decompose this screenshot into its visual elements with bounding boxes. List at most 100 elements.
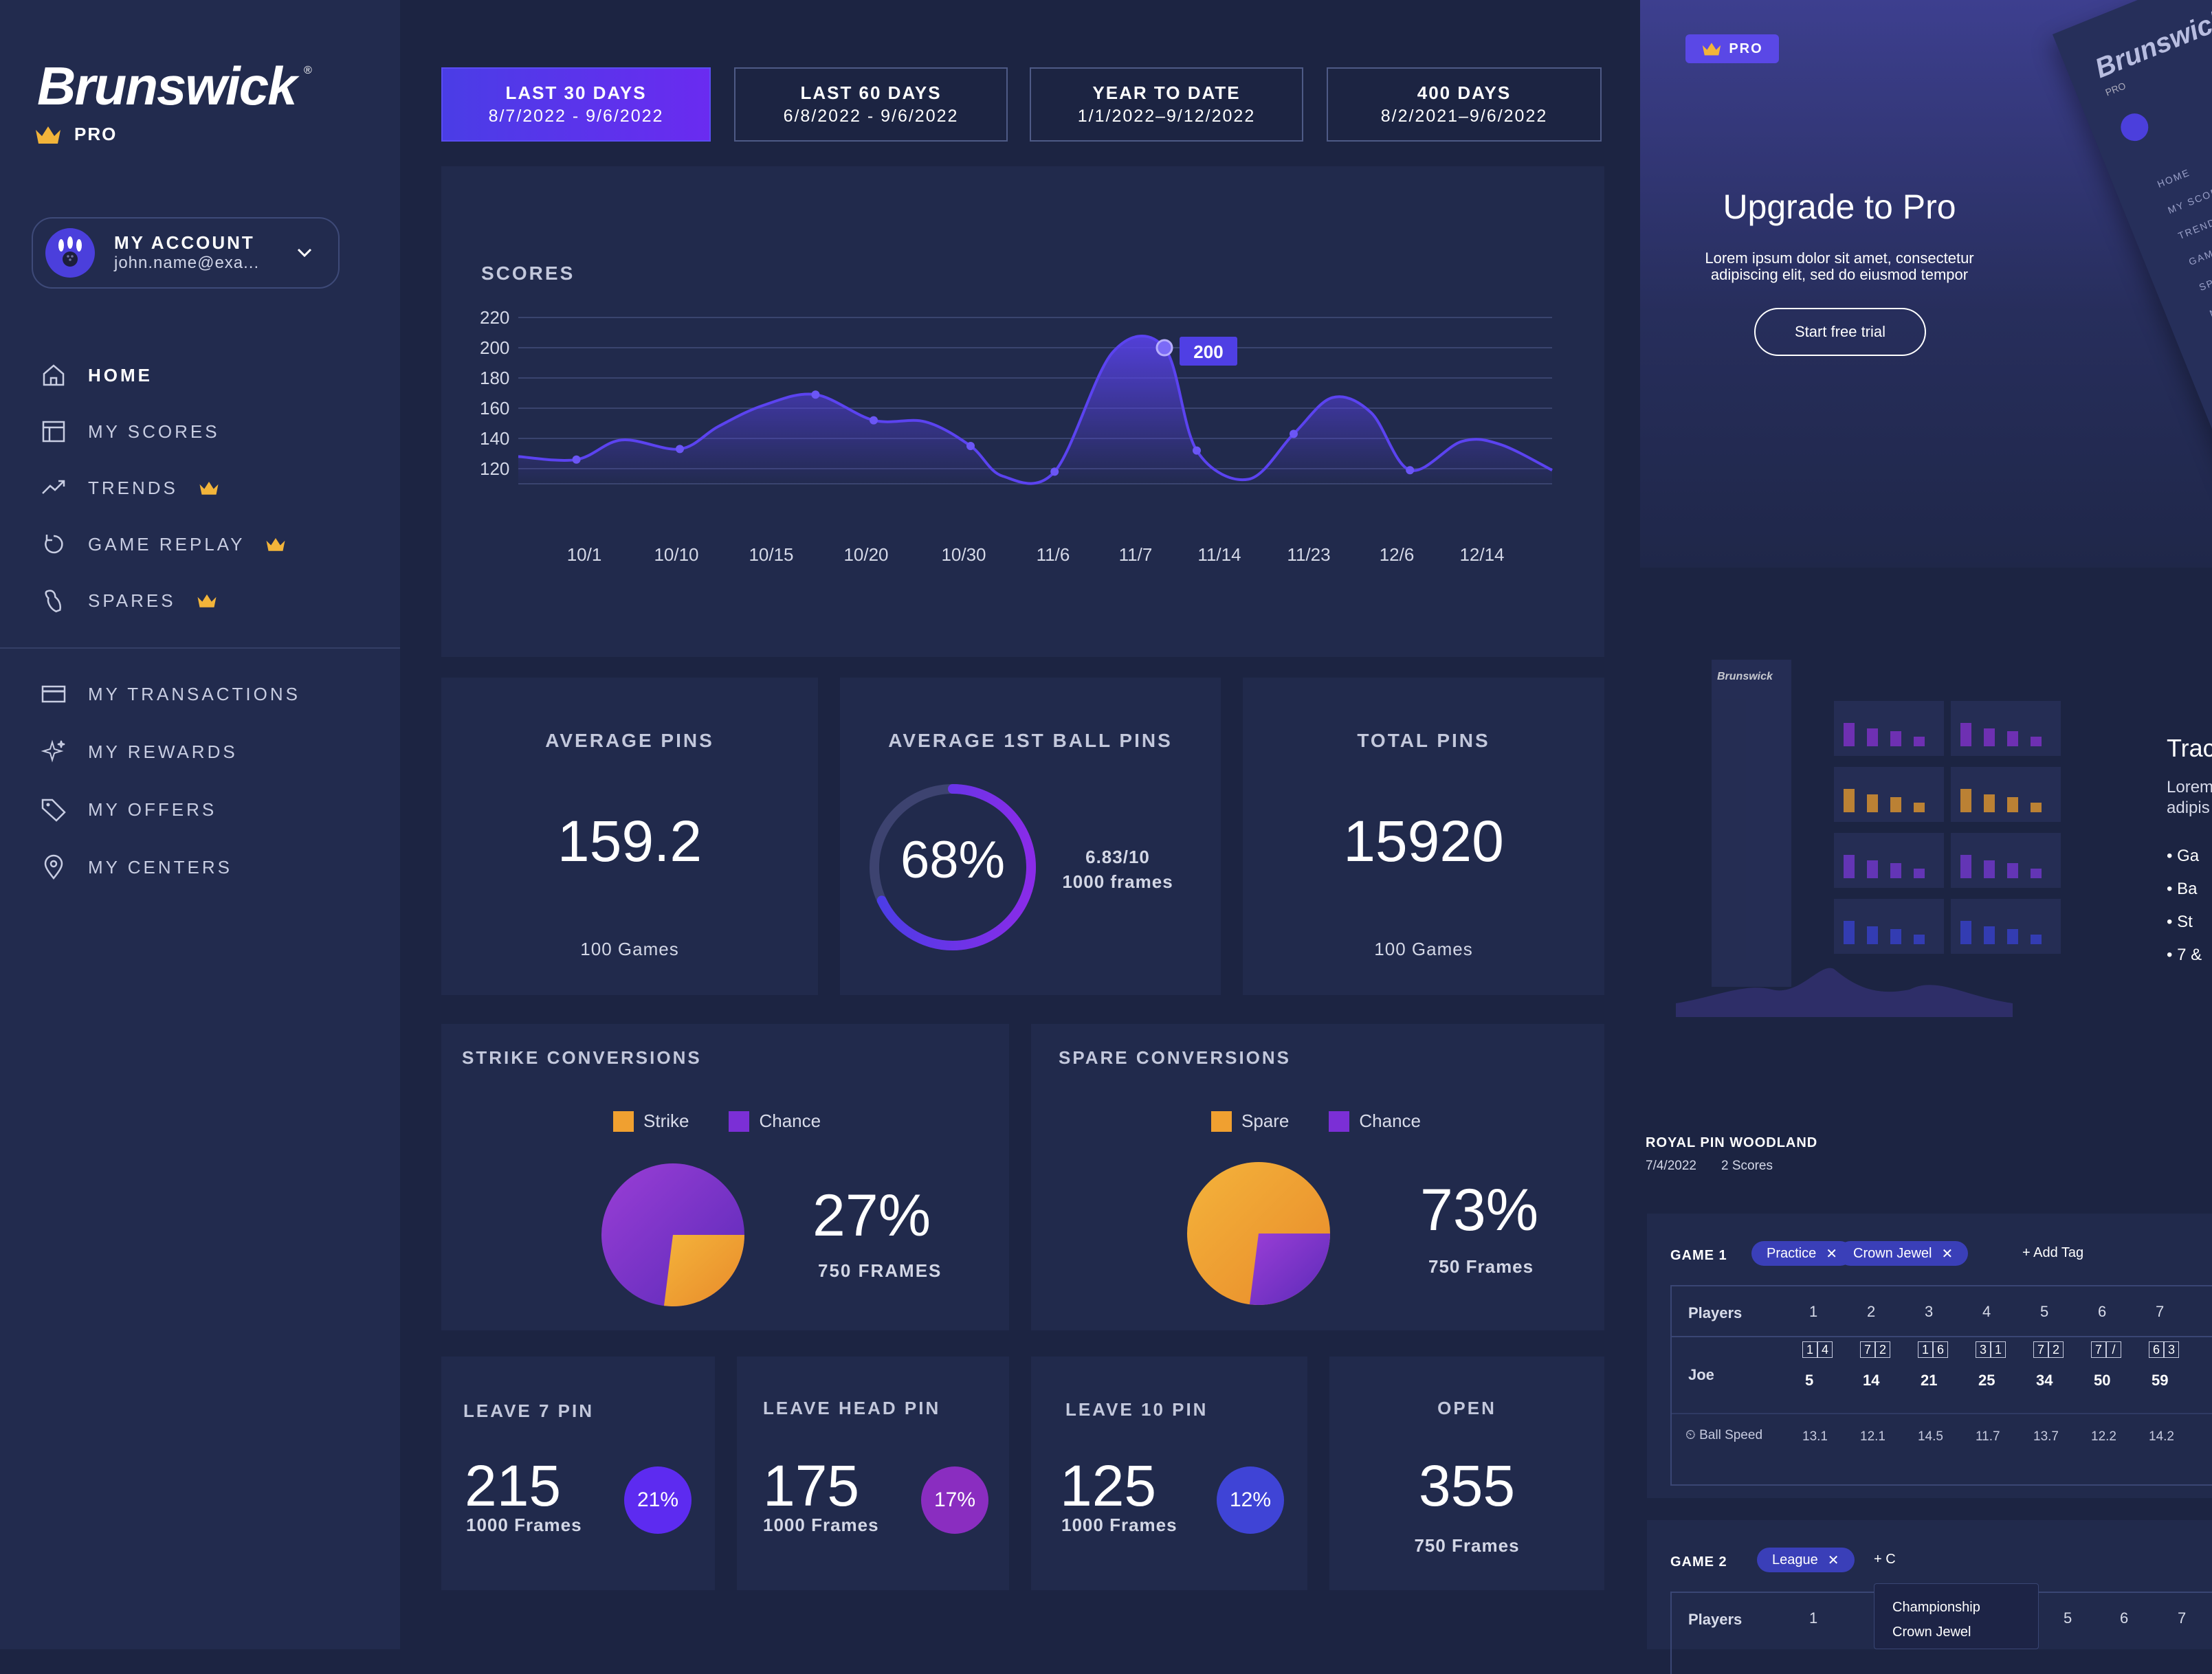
dropdown-option-crown-jewel[interactable]: Crown Jewel: [1892, 1625, 1971, 1640]
first-ball-detail: 6.83/10: [1085, 847, 1150, 867]
nav-item-spares[interactable]: SPARES: [40, 587, 217, 614]
roll-box: 1: [1802, 1341, 1817, 1358]
score-point[interactable]: [572, 455, 581, 464]
frame-total: 50: [2094, 1372, 2111, 1389]
tab-last-30-days[interactable]: LAST 30 DAYS 8/7/2022 - 9/6/2022: [441, 67, 711, 142]
tab-range: 1/1/2022–9/12/2022: [1077, 106, 1256, 126]
card-value: 355: [1418, 1453, 1516, 1518]
card-label: LEAVE 7 PIN: [463, 1400, 595, 1421]
frame-total: 14: [1863, 1372, 1880, 1389]
nav-label-home: HOME: [88, 364, 153, 386]
feature-bullet: • 7 &: [2167, 946, 2202, 964]
score-point[interactable]: [1050, 467, 1059, 476]
score-point[interactable]: [1406, 466, 1415, 475]
feature-bullets: • Ga • Ba • St • 7 &: [2167, 840, 2202, 972]
ring-percent: 68%: [900, 831, 1006, 889]
frame-header: 1: [1809, 1609, 1818, 1627]
legend-swatch-chance: [729, 1111, 750, 1132]
roll-box: 1: [1918, 1341, 1933, 1358]
highlight-point[interactable]: [1155, 339, 1173, 357]
upgrade-promo: PRO Upgrade to Pro Lorem ipsum dolor sit…: [1640, 0, 2212, 568]
score-point[interactable]: [676, 445, 684, 454]
tag-crown-jewel[interactable]: Crown Jewel ✕: [1838, 1241, 1969, 1266]
add-tag-button[interactable]: + C: [1874, 1552, 1896, 1567]
frame-total: 59: [2152, 1372, 2169, 1389]
nav-item-my-scores[interactable]: MY SCORES: [40, 418, 220, 445]
frame-header: 3: [1925, 1303, 1934, 1320]
card-icon: [41, 685, 66, 703]
score-point[interactable]: [1193, 446, 1201, 455]
thumb-bar: [2031, 803, 2042, 812]
frame-total: 34: [2036, 1372, 2053, 1389]
card-sub: 1000 Frames: [1061, 1515, 1177, 1535]
y-tick-label: 120: [480, 458, 509, 479]
thumb-bar: [1844, 789, 1855, 812]
session-center: ROYAL PIN WOODLAND: [1646, 1135, 1818, 1150]
frame-header: 7: [2178, 1609, 2187, 1627]
frame-total: 5: [1805, 1372, 1814, 1389]
close-icon[interactable]: ✕: [1827, 1552, 1839, 1568]
card-value: 125: [1060, 1453, 1157, 1518]
ball-speed-value: 14.5: [1918, 1429, 1943, 1444]
crown-icon: [266, 538, 285, 551]
bullet-text: Ba: [2177, 880, 2198, 898]
roll-box: 2: [2048, 1341, 2064, 1358]
leave-10-pin-card: LEAVE 10 PIN 125 1000 Frames 12%: [1031, 1357, 1307, 1590]
nav-label-trends: TRENDS: [88, 477, 178, 498]
chevron-down-icon[interactable]: [294, 242, 315, 263]
start-free-trial-button[interactable]: Start free trial: [1754, 308, 1926, 356]
player-name: Joe: [1688, 1366, 1714, 1383]
legend-label-chance: Chance: [759, 1111, 821, 1131]
y-tick-label: 200: [480, 337, 509, 358]
first-ball-frames: 1000 frames: [1062, 871, 1173, 892]
y-tick-label: 160: [480, 398, 509, 418]
card-label: AVERAGE PINS: [545, 730, 714, 751]
frame-header: 6: [2098, 1303, 2107, 1320]
table-divider: [1672, 1336, 2212, 1337]
account-switcher[interactable]: MY ACCOUNT john.name@exa...: [32, 217, 340, 289]
nav-item-my-offers[interactable]: MY OFFERS: [40, 796, 217, 823]
card-label: LEAVE HEAD PIN: [763, 1398, 941, 1418]
nav-label-my-centers: MY CENTERS: [88, 856, 232, 878]
x-tick-label: 10/15: [749, 544, 793, 565]
tag-practice[interactable]: Practice ✕: [1751, 1241, 1853, 1266]
crown-icon: [1703, 43, 1721, 56]
nav-item-home[interactable]: HOME: [40, 361, 153, 389]
add-tag-button[interactable]: + Add Tag: [2022, 1245, 2084, 1260]
tab-range: 6/8/2022 - 9/6/2022: [783, 106, 959, 126]
x-tick-label: 12/6: [1380, 544, 1415, 565]
score-point[interactable]: [966, 442, 975, 450]
nav-item-my-transactions[interactable]: MY TRANSACTIONS: [40, 680, 300, 708]
chart-title: SCORES: [481, 263, 575, 284]
dropdown-option-championship[interactable]: Championship: [1892, 1600, 1980, 1615]
tab-last-60-days[interactable]: LAST 60 DAYS 6/8/2022 - 9/6/2022: [734, 67, 1008, 142]
card-value: 159.2: [557, 809, 703, 873]
card-sub: 100 Games: [580, 939, 679, 959]
ball-speed-text: Ball Speed: [1699, 1428, 1763, 1442]
score-point[interactable]: [1290, 429, 1298, 438]
tab-400-days[interactable]: 400 DAYS 8/2/2021–9/6/2022: [1327, 67, 1602, 142]
score-point[interactable]: [870, 416, 878, 425]
game-2-card: GAME 2 League ✕ + C Players 1 5 6 7 Cham…: [1647, 1520, 2212, 1674]
nav-item-my-rewards[interactable]: MY REWARDS: [40, 738, 238, 766]
nav-item-game-replay[interactable]: GAME REPLAY: [40, 531, 286, 558]
spare-conversions-card: SPARE CONVERSIONS Spare Chance 73% 750 F…: [1031, 1024, 1604, 1330]
feature-text-line1: Lorem: [2167, 778, 2212, 796]
card-label: SPARE CONVERSIONS: [1059, 1047, 1292, 1068]
nav-item-my-centers[interactable]: MY CENTERS: [40, 853, 232, 881]
tab-year-to-date[interactable]: YEAR TO DATE 1/1/2022–9/12/2022: [1030, 67, 1303, 142]
legend-swatch-spare: [1211, 1111, 1232, 1132]
close-icon[interactable]: ✕: [1826, 1246, 1838, 1262]
nav-item-trends[interactable]: TRENDS: [40, 474, 219, 502]
close-icon[interactable]: ✕: [1941, 1246, 1954, 1262]
nav-label-game-replay: GAME REPLAY: [88, 533, 245, 555]
spare-pie: [1187, 1162, 1330, 1305]
score-point[interactable]: [811, 390, 820, 399]
card-label: LEAVE 10 PIN: [1065, 1399, 1208, 1420]
ring-progress: [870, 784, 1036, 950]
tag-league[interactable]: League ✕: [1757, 1548, 1855, 1572]
average-pins-card: AVERAGE PINS 159.2 100 Games: [441, 678, 818, 995]
card-sub: 100 Games: [1374, 939, 1473, 959]
